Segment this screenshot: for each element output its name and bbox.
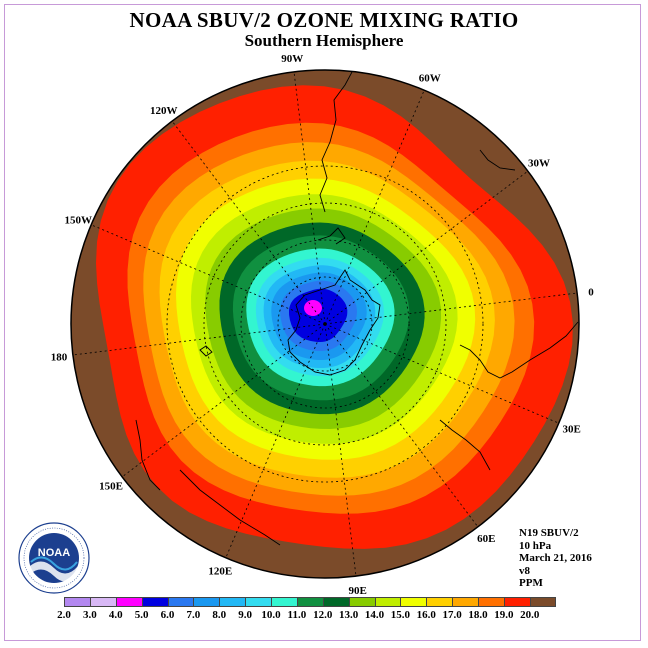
colorbar-tick-label: 18.0 — [468, 609, 488, 621]
pressure-level: 10 hPa — [519, 539, 552, 552]
colorbar-tick-label: 11.0 — [287, 609, 307, 621]
longitude-line — [121, 323, 326, 478]
noaa-logo: NOAA — [18, 522, 90, 594]
colorbar-swatch — [141, 597, 168, 607]
colorbar-swatch — [400, 597, 427, 607]
coastlines — [135, 71, 579, 546]
longitude-label: 150W — [65, 214, 93, 226]
colorbar-ticks: 2.0 3.0 4.0 5.0 6.0 7.0 8.0 9.0 10.0 11.0 12.0 13.0… — [0, 609, 648, 623]
longitude-label: 90E — [349, 585, 367, 597]
colorbar-tick-label: 10.0 — [261, 609, 281, 621]
colorbar-swatch — [167, 597, 194, 607]
colorbar-swatch — [64, 597, 90, 607]
colorbar-swatch — [245, 597, 271, 607]
longitude-label: 150E — [99, 480, 123, 492]
longitude-label: 60E — [477, 533, 495, 545]
colorbar-tick-label: 12.0 — [313, 609, 333, 621]
version-label: v8 — [519, 564, 530, 577]
longitude-line — [324, 170, 529, 325]
colorbar-swatch — [452, 597, 478, 607]
colorbar-swatch — [322, 597, 349, 607]
longitude-line — [293, 71, 326, 325]
colorbar-tick-label: 8.0 — [212, 609, 227, 621]
logo-text: NOAA — [38, 547, 70, 559]
longitude-line — [324, 323, 357, 577]
longitude-line — [324, 292, 578, 325]
date-label: March 21, 2016 — [519, 552, 592, 564]
colorbar-tick-label: 19.0 — [494, 609, 514, 621]
instrument-label: N19 SBUV/2 — [519, 527, 579, 539]
colorbar-tick-label: 16.0 — [416, 609, 436, 621]
longitude-line — [91, 224, 326, 325]
colorbar-swatch — [219, 597, 246, 607]
latitude-circle — [203, 202, 447, 446]
colorbar-swatch — [426, 597, 453, 607]
longitude-line — [171, 120, 326, 325]
data-info-block: N19 SBUV/2 10 hPa March 21, 2016 v8 PPM — [519, 527, 592, 590]
colorbar-tick-label: 20.0 — [520, 609, 540, 621]
colorbar-tick-label: 2.0 — [57, 609, 71, 621]
latitude-circle — [277, 276, 373, 372]
figure-frame — [4, 4, 641, 641]
colorbar-swatch — [271, 597, 297, 607]
colorbar-swatch — [89, 597, 116, 607]
colorbar-tick-label: 5.0 — [134, 609, 149, 621]
colorbar-tick-label: 4.0 — [108, 609, 123, 621]
colorbar-swatch — [529, 597, 556, 607]
colorbar-swatch — [193, 597, 220, 607]
colorbar-tick-label: 13.0 — [339, 609, 359, 621]
colorbar-swatch — [503, 597, 530, 607]
colorbar-swatch — [296, 597, 323, 607]
longitude-label: 30E — [563, 424, 581, 436]
latitude-circle — [166, 165, 484, 483]
map-boundary — [70, 69, 580, 579]
longitude-line — [72, 323, 326, 356]
lat-lon-grid — [72, 71, 578, 577]
longitude-line — [324, 323, 479, 528]
latitude-circle — [240, 239, 410, 409]
colorbar-tick-label: 3.0 — [83, 609, 97, 621]
colorbar-tick-label: 7.0 — [186, 609, 201, 621]
longitude-line — [324, 323, 559, 424]
longitude-label: 0 — [588, 286, 594, 298]
longitude-line — [324, 90, 425, 325]
ozone-contour-field — [71, 70, 579, 578]
colorbar-tick-label: 6.0 — [160, 609, 175, 621]
colorbar-swatch — [348, 597, 375, 607]
colorbar-swatch — [115, 597, 142, 607]
longitude-labels: 90W 60W 30W 0 30E 60E 90E 120E 150E 180 150W 120W — [51, 53, 595, 597]
longitude-label: 120W — [150, 105, 178, 117]
longitude-label: 180 — [51, 352, 68, 364]
units-label: PPM — [519, 577, 543, 589]
colorbar-swatch — [478, 597, 504, 607]
colorbar — [64, 597, 556, 607]
colorbar-swatch — [374, 597, 401, 607]
contour-band — [304, 300, 322, 316]
colorbar-tick-label: 14.0 — [364, 609, 385, 621]
map-subtitle: Southern Hemisphere — [244, 31, 404, 50]
longitude-label: 60W — [419, 72, 441, 84]
map-title: NOAA SBUV/2 OZONE MIXING RATIO — [129, 8, 519, 32]
longitude-label: 30W — [528, 158, 550, 170]
longitude-line — [225, 323, 326, 558]
colorbar-tick-label: 15.0 — [390, 609, 410, 621]
colorbar-tick-label: 17.0 — [442, 609, 462, 621]
longitude-label: 90W — [281, 53, 303, 65]
longitude-label: 120E — [208, 566, 232, 578]
colorbar-tick-label: 9.0 — [238, 609, 252, 621]
